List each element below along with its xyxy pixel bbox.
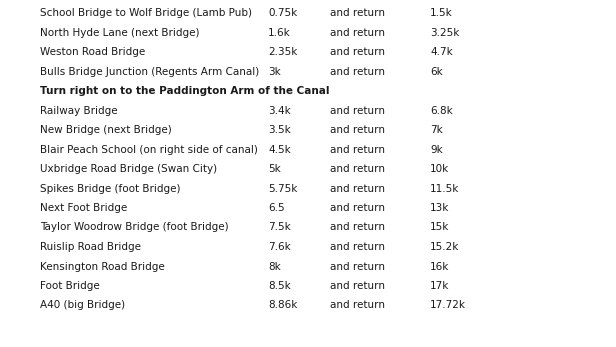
Text: and return: and return — [330, 27, 385, 37]
Text: 4.5k: 4.5k — [268, 144, 291, 154]
Text: 1.5k: 1.5k — [430, 8, 453, 18]
Text: 3.25k: 3.25k — [430, 27, 460, 37]
Text: 10k: 10k — [430, 164, 449, 174]
Text: 5.75k: 5.75k — [268, 184, 298, 194]
Text: North Hyde Lane (next Bridge): North Hyde Lane (next Bridge) — [40, 27, 200, 37]
Text: 5k: 5k — [268, 164, 281, 174]
Text: and return: and return — [330, 203, 385, 213]
Text: 0.75k: 0.75k — [268, 8, 298, 18]
Text: Taylor Woodrow Bridge (foot Bridge): Taylor Woodrow Bridge (foot Bridge) — [40, 222, 229, 232]
Text: 3.5k: 3.5k — [268, 125, 291, 135]
Text: 6k: 6k — [430, 67, 443, 76]
Text: and return: and return — [330, 222, 385, 232]
Text: and return: and return — [330, 281, 385, 291]
Text: Next Foot Bridge: Next Foot Bridge — [40, 203, 128, 213]
Text: 7.6k: 7.6k — [268, 242, 291, 252]
Text: and return: and return — [330, 47, 385, 57]
Text: Weston Road Bridge: Weston Road Bridge — [40, 47, 145, 57]
Text: and return: and return — [330, 164, 385, 174]
Text: Turn right on to the Paddington Arm of the Canal: Turn right on to the Paddington Arm of t… — [40, 86, 330, 96]
Text: and return: and return — [330, 8, 385, 18]
Text: Kensington Road Bridge: Kensington Road Bridge — [40, 262, 164, 271]
Text: 17.72k: 17.72k — [430, 301, 466, 311]
Text: Railway Bridge: Railway Bridge — [40, 105, 118, 116]
Text: 6.8k: 6.8k — [430, 105, 453, 116]
Text: and return: and return — [330, 67, 385, 76]
Text: Bulls Bridge Junction (Regents Arm Canal): Bulls Bridge Junction (Regents Arm Canal… — [40, 67, 259, 76]
Text: 11.5k: 11.5k — [430, 184, 460, 194]
Text: and return: and return — [330, 125, 385, 135]
Text: 7.5k: 7.5k — [268, 222, 291, 232]
Text: 3k: 3k — [268, 67, 281, 76]
Text: and return: and return — [330, 184, 385, 194]
Text: Foot Bridge: Foot Bridge — [40, 281, 100, 291]
Text: A40 (big Bridge): A40 (big Bridge) — [40, 301, 125, 311]
Text: Blair Peach School (on right side of canal): Blair Peach School (on right side of can… — [40, 144, 258, 154]
Text: 2.35k: 2.35k — [268, 47, 298, 57]
Text: 15.2k: 15.2k — [430, 242, 460, 252]
Text: 4.7k: 4.7k — [430, 47, 453, 57]
Text: 8.86k: 8.86k — [268, 301, 298, 311]
Text: and return: and return — [330, 242, 385, 252]
Text: Spikes Bridge (foot Bridge): Spikes Bridge (foot Bridge) — [40, 184, 180, 194]
Text: 1.6k: 1.6k — [268, 27, 291, 37]
Text: 9k: 9k — [430, 144, 443, 154]
Text: Uxbridge Road Bridge (Swan City): Uxbridge Road Bridge (Swan City) — [40, 164, 217, 174]
Text: 7k: 7k — [430, 125, 443, 135]
Text: New Bridge (next Bridge): New Bridge (next Bridge) — [40, 125, 172, 135]
Text: and return: and return — [330, 301, 385, 311]
Text: and return: and return — [330, 105, 385, 116]
Text: and return: and return — [330, 262, 385, 271]
Text: and return: and return — [330, 144, 385, 154]
Text: School Bridge to Wolf Bridge (Lamb Pub): School Bridge to Wolf Bridge (Lamb Pub) — [40, 8, 252, 18]
Text: 6.5: 6.5 — [268, 203, 285, 213]
Text: 13k: 13k — [430, 203, 450, 213]
Text: 17k: 17k — [430, 281, 450, 291]
Text: 3.4k: 3.4k — [268, 105, 291, 116]
Text: 15k: 15k — [430, 222, 450, 232]
Text: 8k: 8k — [268, 262, 281, 271]
Text: 16k: 16k — [430, 262, 450, 271]
Text: 8.5k: 8.5k — [268, 281, 291, 291]
Text: Ruislip Road Bridge: Ruislip Road Bridge — [40, 242, 141, 252]
